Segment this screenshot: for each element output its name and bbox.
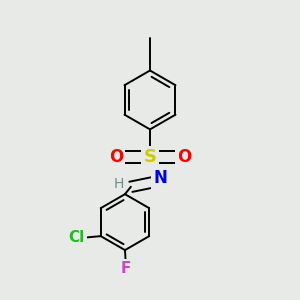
Text: F: F bbox=[121, 261, 131, 276]
Text: O: O bbox=[109, 148, 123, 166]
Text: S: S bbox=[143, 148, 157, 166]
Text: H: H bbox=[114, 177, 124, 191]
Text: N: N bbox=[153, 169, 167, 187]
Text: O: O bbox=[177, 148, 191, 166]
Text: Cl: Cl bbox=[68, 230, 85, 245]
